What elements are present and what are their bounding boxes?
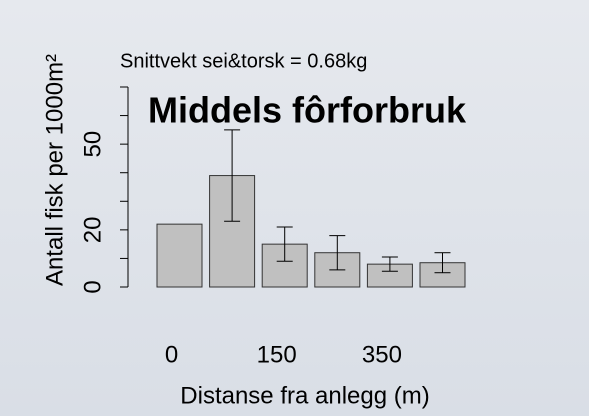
annotation: Middels fôrforbruk — [148, 90, 467, 131]
y-tick-label: 50 — [79, 131, 106, 158]
subtitle: Snittvekt sei&torsk = 0.68kg — [120, 50, 367, 72]
x-tick-label: 0 — [165, 341, 178, 368]
bar — [156, 223, 203, 288]
x-axis-label: Distanse fra anlegg (m) — [180, 382, 429, 409]
x-tick-label: 350 — [362, 341, 402, 368]
y-axis-label: Antall fisk per 1000m² — [41, 54, 68, 286]
y-tick-label: 20 — [79, 217, 106, 244]
x-tick-label: 150 — [257, 341, 297, 368]
y-tick-label: 0 — [79, 280, 106, 293]
